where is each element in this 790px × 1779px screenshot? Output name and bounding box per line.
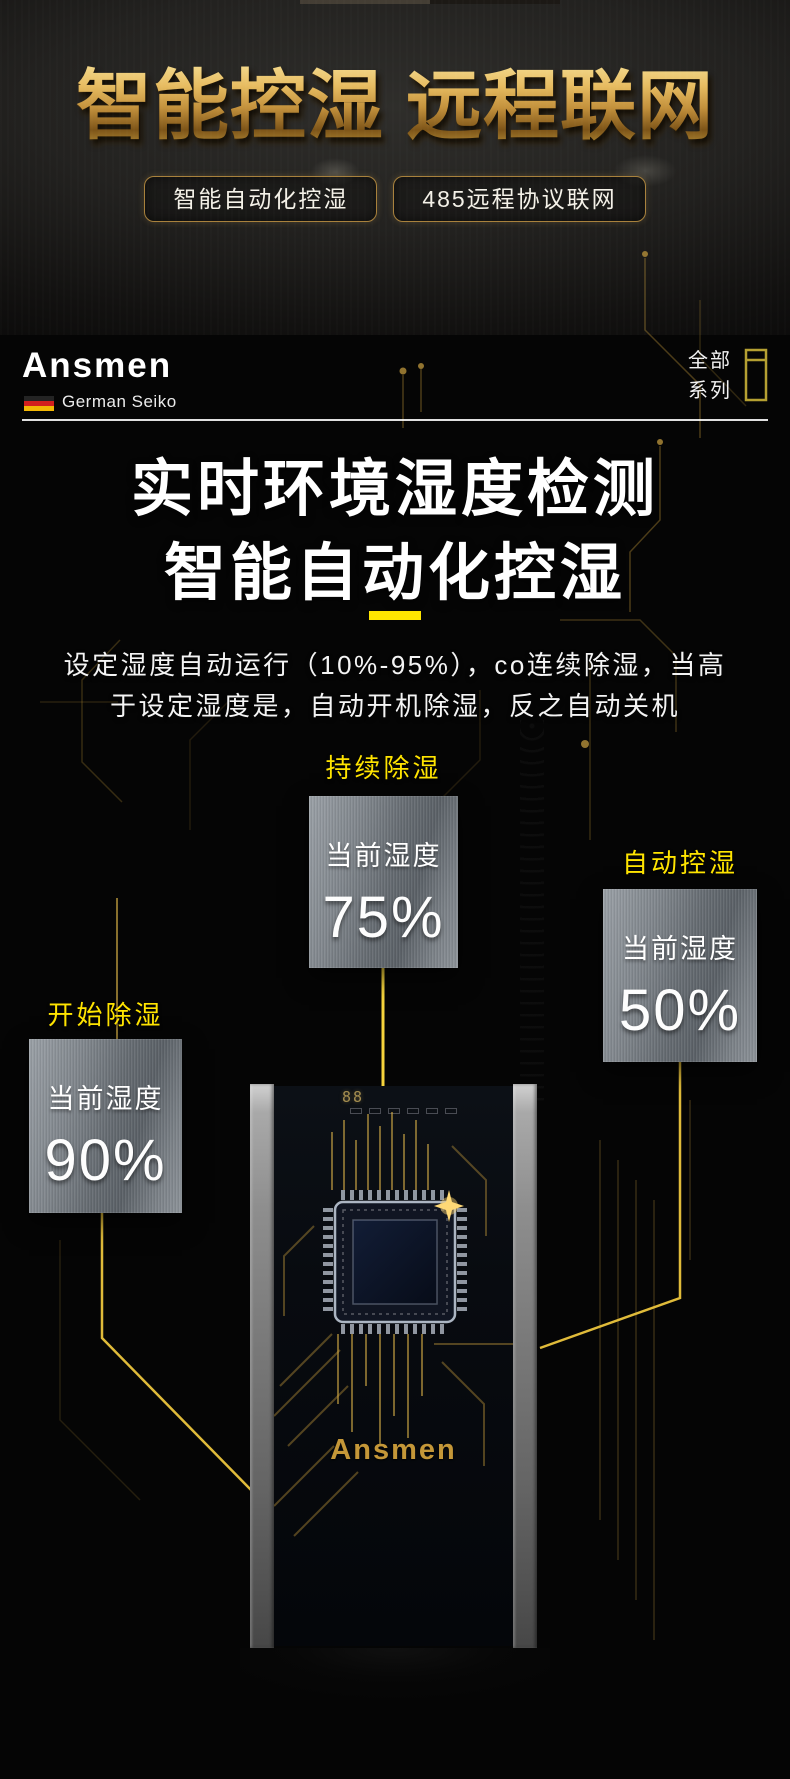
dehumidifier-device: 88 [250, 1084, 537, 1650]
brand-header: Ansmen German Seiko 全部 系列 [0, 340, 790, 420]
device-brand-logo: Ansmen [330, 1434, 457, 1466]
lens-flare [600, 148, 690, 194]
badge-row: 智能自动化控湿 485远程协议联网 [0, 176, 790, 222]
texture-strip [520, 720, 544, 1110]
device-base-shadow [240, 1648, 550, 1708]
card-caption: 当前湿度 [622, 934, 738, 964]
metal-panel: 当前湿度 50% [603, 889, 757, 1062]
top-edge-artifact [300, 0, 560, 4]
brand-tagline: German Seiko [62, 392, 177, 411]
card-label: 开始除湿 [47, 1000, 164, 1030]
hero-title: 智能控湿 远程联网 [0, 44, 790, 154]
series-selector[interactable]: 全部 系列 [688, 346, 732, 406]
badge-smart-control: 智能自动化控湿 [144, 176, 378, 222]
brand-logo: Ansmen [22, 346, 173, 385]
device-led-display: 88 [342, 1088, 365, 1106]
card-value: 75% [322, 885, 445, 950]
device-rail-left [250, 1084, 274, 1648]
card-label: 自动控湿 [621, 848, 738, 878]
series-label-line2: 系列 [688, 380, 732, 402]
hero-section: 智能控湿 远程联网 智能自动化控湿 485远程协议联网 [0, 0, 790, 335]
header-divider [22, 419, 768, 421]
connector-start [100, 1213, 254, 1493]
card-caption: 当前湿度 [47, 1084, 164, 1114]
series-label-line1: 全部 [688, 350, 732, 372]
device-circuit-traces [274, 1112, 513, 1537]
section-desc-line1: 设定湿度自动运行（10%-95%），co连续除湿，当高 [63, 650, 727, 680]
section-desc-line2: 于设定湿度是，自动开机除湿，反之自动关机 [109, 691, 680, 721]
metal-panel: 当前湿度 75% [309, 796, 458, 968]
chip-graphic [323, 1190, 467, 1334]
badge-485-network: 485远程协议联网 [393, 176, 646, 222]
section-title-line2: 智能自动化控湿 [163, 539, 626, 608]
humidity-card-continuous: 持续除湿 当前湿度 75% [309, 748, 458, 968]
german-flag-icon [24, 396, 54, 411]
connector-auto [539, 1062, 682, 1350]
card-label: 持续除湿 [325, 753, 442, 783]
device-port-markings [350, 1108, 457, 1114]
humidity-card-start: 开始除湿 当前湿度 90% [29, 995, 182, 1213]
card-value: 50% [618, 978, 742, 1043]
card-caption: 当前湿度 [325, 841, 442, 871]
humidity-card-auto: 自动控湿 当前湿度 50% [603, 843, 757, 1062]
section-title-line1: 实时环境湿度检测 [130, 455, 659, 524]
device-body: 88 [274, 1086, 513, 1646]
device-rail-right [513, 1084, 537, 1648]
panel-outline-icon[interactable] [744, 348, 768, 402]
lens-flare [300, 152, 370, 192]
metal-panel: 当前湿度 90% [29, 1039, 182, 1213]
accent-underline [369, 611, 421, 620]
card-value: 90% [44, 1128, 167, 1193]
